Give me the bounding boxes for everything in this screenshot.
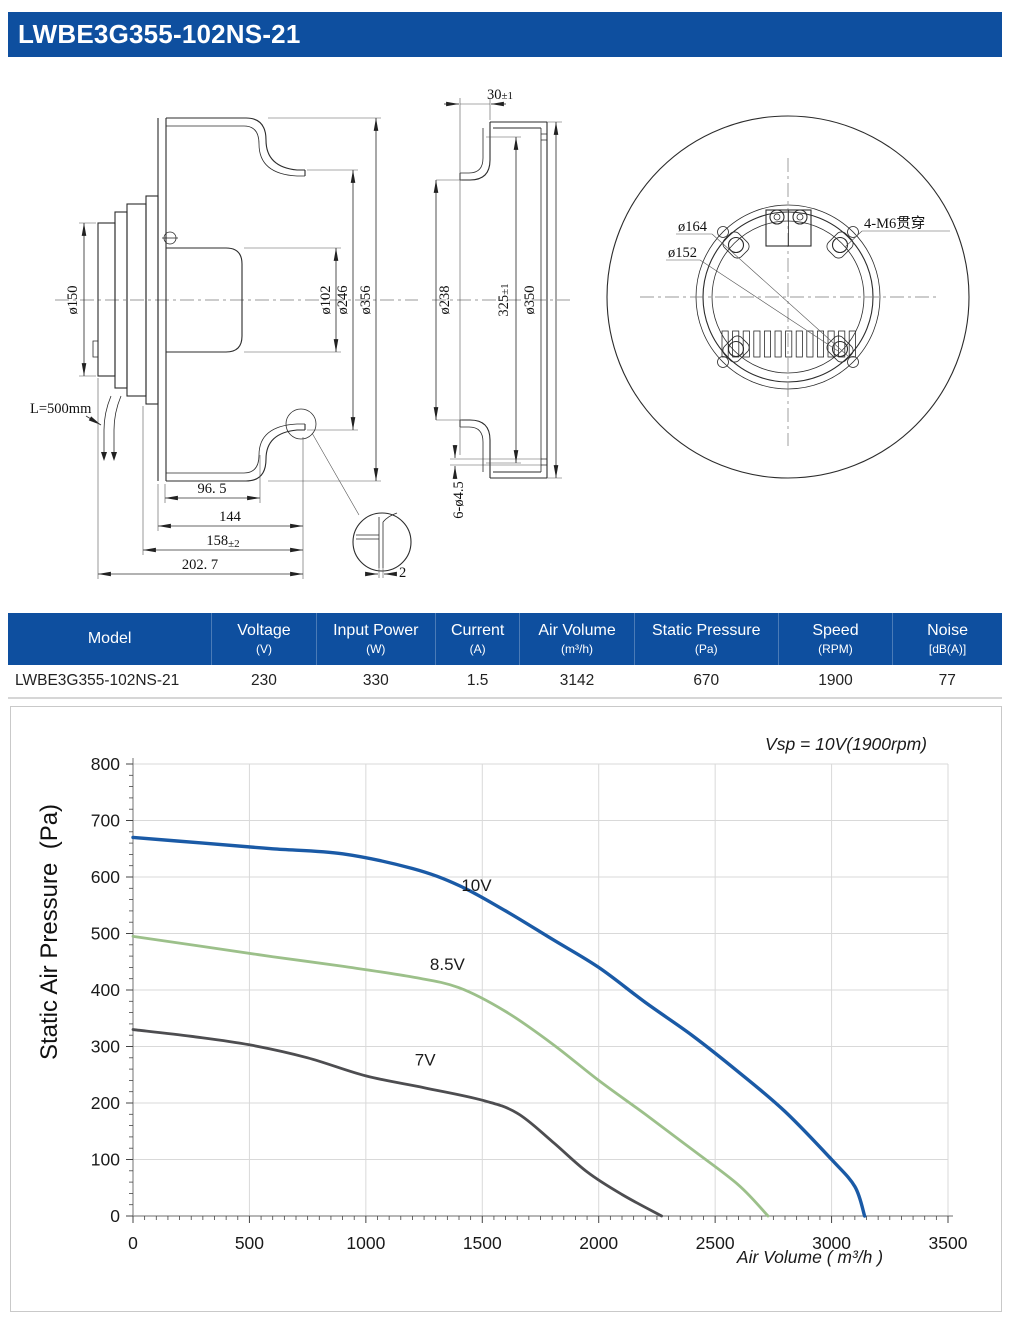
svg-text:400: 400	[91, 980, 120, 1000]
svg-text:2000: 2000	[579, 1233, 618, 1253]
svg-text:800: 800	[91, 754, 120, 774]
col-noise: Noise [dB(A)]	[892, 613, 1002, 665]
wire-length-label: L=500mm	[30, 401, 92, 417]
dim-158: 158±2	[206, 533, 239, 550]
dim-325: 325±1	[496, 283, 512, 316]
dim-dia150: ø150	[65, 286, 81, 315]
curve-label-8.5V: 8.5V	[430, 955, 466, 974]
col-model: Model	[8, 613, 213, 665]
screw-note: 4-M6贯穿	[864, 215, 925, 232]
col-static-pressure: Static Pressure (Pa)	[634, 613, 779, 665]
dim-30: 30±1	[487, 87, 513, 103]
performance-chart-box: Vsp = 10V(1900rpm) Static Air Pressure (…	[10, 706, 1002, 1312]
left-view-drawing: L=500mm ø150 ø102 ø246 ø356 96. 5 144 15…	[30, 117, 418, 581]
terminal-block	[765, 209, 812, 247]
dim-96-5: 96. 5	[198, 481, 227, 497]
cell-speed: 1900	[778, 665, 893, 699]
right-view-drawing: ø164 ø152 4-M6贯穿	[606, 115, 970, 479]
cell-model: LWBE3G355-102NS-21	[8, 665, 212, 699]
x-axis-title: Air Volume ( m³/h )	[736, 1247, 883, 1267]
y-axis-title: Static Air Pressure (Pa)	[36, 804, 63, 1060]
col-voltage: Voltage (V)	[211, 613, 317, 665]
svg-text:300: 300	[91, 1037, 120, 1057]
svg-text:0: 0	[110, 1206, 120, 1226]
detail-callout: 2	[285, 408, 412, 581]
curve-7V	[131, 1028, 663, 1218]
col-air-volume: Air Volume (m³/h)	[519, 613, 635, 665]
svg-text:500: 500	[91, 924, 120, 944]
plot-area: 0 500 1000 1500 2000 2500 3000 3500 0 100 200 300 40…	[91, 754, 968, 1253]
dim-dia238: ø238	[437, 286, 453, 315]
col-current: Current (A)	[435, 613, 521, 665]
curve-8.5V	[131, 934, 770, 1218]
curve-label-7V: 7V	[415, 1051, 436, 1070]
cell-noise: 77	[892, 665, 1002, 699]
table-row: LWBE3G355-102NS-21 230 330 1.5 3142 670 …	[8, 665, 1002, 699]
middle-view-drawing: 30±1 ø238 325±1 ø350 6-ø4.5	[432, 87, 570, 519]
col-input-power: Input Power (W)	[316, 613, 436, 665]
curve-label-10V: 10V	[461, 876, 492, 895]
performance-chart: Vsp = 10V(1900rpm) Static Air Pressure (…	[36, 734, 968, 1267]
cell-voltage: 230	[211, 665, 317, 699]
col-speed: Speed (RPM)	[778, 613, 894, 665]
dim-202-7: 202. 7	[182, 557, 218, 573]
spec-table: Model Voltage (V) Input Power (W) Current(…	[8, 613, 1002, 699]
dim-dia356: ø356	[358, 286, 374, 315]
dim-dia164: ø164	[678, 219, 708, 235]
svg-text:200: 200	[91, 1093, 120, 1113]
cell-input-power: 330	[316, 665, 436, 699]
svg-text:100: 100	[91, 1150, 120, 1170]
page-title: LWBE3G355-102NS-21	[18, 19, 301, 49]
svg-text:0: 0	[128, 1233, 138, 1253]
dim-dia102: ø102	[318, 286, 334, 315]
technical-drawings: L=500mm ø150 ø102 ø246 ø356 96. 5 144 15…	[30, 87, 970, 581]
dim-thickness-2: 2	[399, 565, 406, 581]
chart-condition-label: Vsp = 10V(1900rpm)	[765, 734, 927, 754]
lead-wires	[101, 395, 122, 461]
dim-dia350: ø350	[522, 286, 538, 315]
dim-holes: 6-ø4.5	[451, 481, 467, 518]
cell-current: 1.5	[435, 665, 520, 699]
svg-text:2500: 2500	[696, 1233, 735, 1253]
svg-text:1500: 1500	[463, 1233, 502, 1253]
curve-10V	[131, 835, 867, 1218]
dim-144: 144	[219, 509, 242, 525]
svg-text:700: 700	[91, 811, 120, 831]
svg-text:600: 600	[91, 867, 120, 887]
dim-dia246: ø246	[335, 286, 351, 315]
model-header-bar: LWBE3G355-102NS-21	[8, 12, 1002, 57]
svg-text:500: 500	[235, 1233, 264, 1253]
svg-text:3500: 3500	[929, 1233, 968, 1253]
dim-dia152: ø152	[668, 245, 697, 261]
table-header-row: Model Voltage (V) Input Power (W) Current(…	[8, 613, 1002, 665]
cell-air-volume: 3142	[519, 665, 635, 699]
svg-text:1000: 1000	[346, 1233, 385, 1253]
cell-static-pressure: 670	[634, 665, 779, 699]
svg-text:3000: 3000	[812, 1233, 851, 1253]
